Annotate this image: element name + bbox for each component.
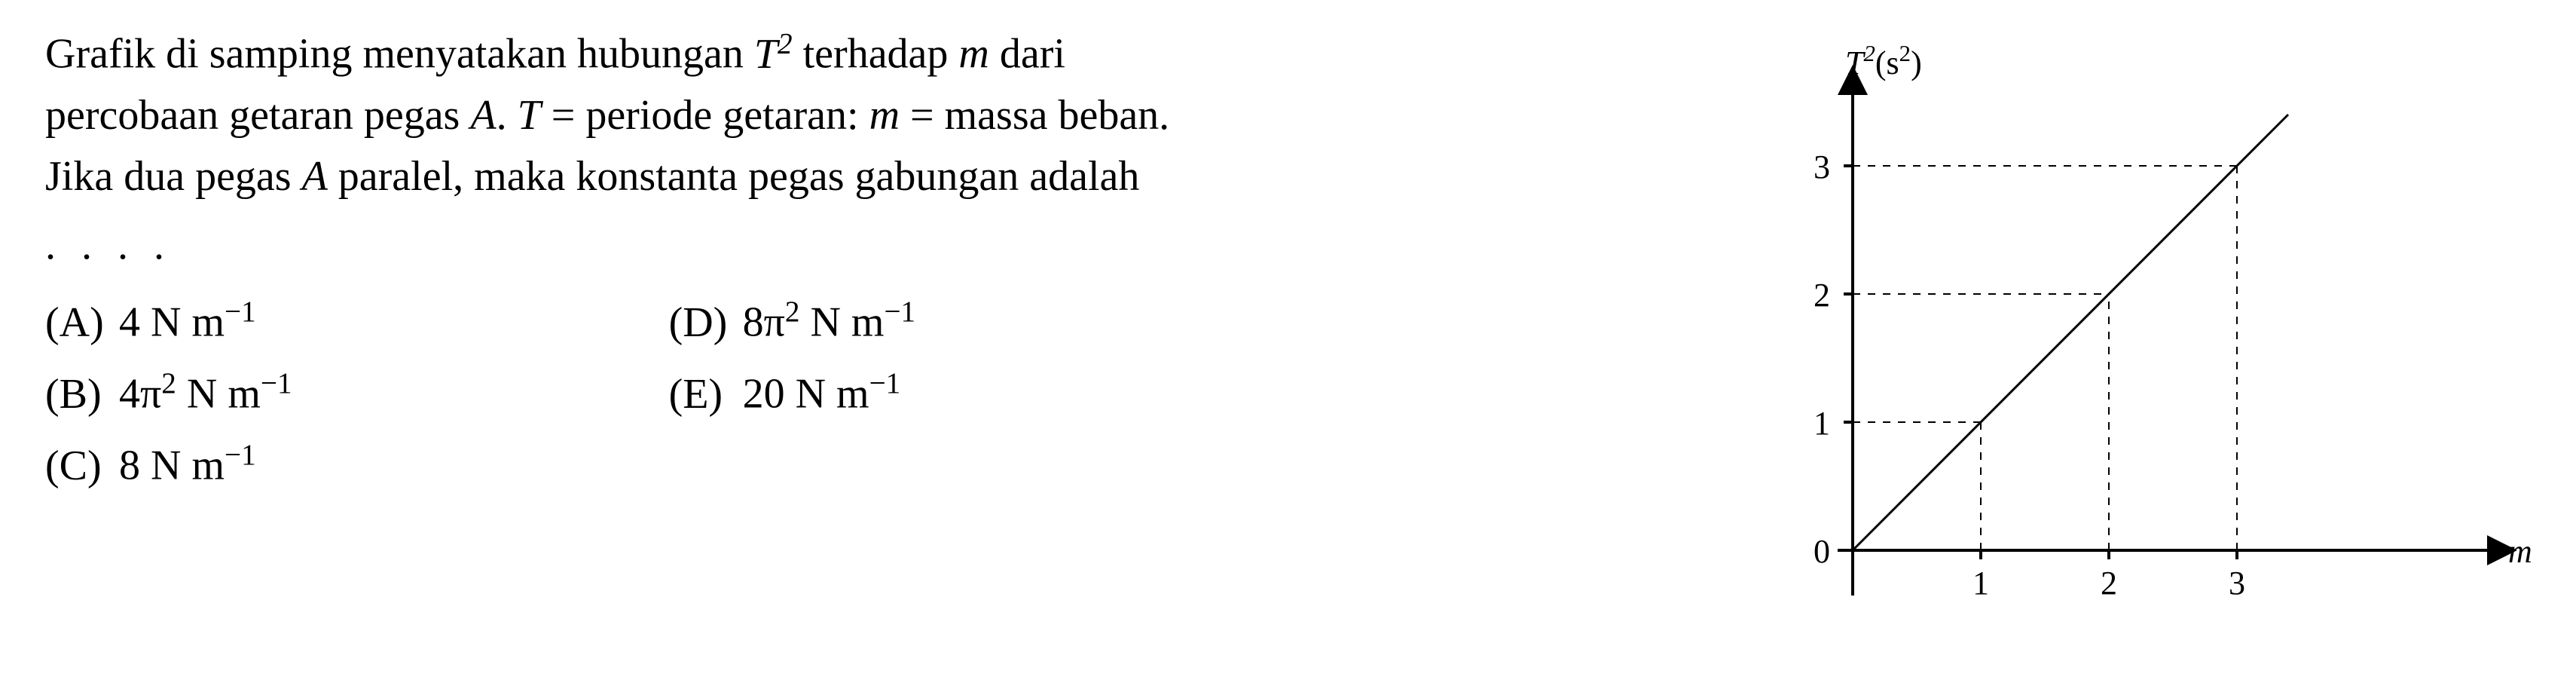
question-text: Grafik di samping menyatakan hubungan T2… — [45, 23, 1694, 207]
q-T2-T: T — [754, 31, 778, 78]
q-m2: m — [869, 92, 900, 139]
svg-text:T2(s2): T2(s2) — [1845, 41, 1922, 81]
svg-text:3: 3 — [2229, 565, 2245, 602]
q-line3-mid: paralel, maka konstanta pegas gabungan a… — [328, 153, 1140, 200]
option-c-letter: (C) — [45, 436, 105, 497]
option-e: (E) 20 N m−1 — [669, 363, 916, 425]
option-d-post: N m — [799, 299, 884, 346]
page-container: Grafik di samping menyatakan hubungan T2… — [45, 23, 2531, 626]
graph-svg: 0 1 2 3 1 2 3 T2(s2) m (kg) — [1740, 23, 2531, 626]
q-line1-pre: Grafik di samping menyatakan hubungan — [45, 31, 754, 78]
q-m: m — [958, 31, 989, 78]
option-d-pre: 8 — [743, 299, 764, 346]
options-col-right: (D) 8π2 N m−1 (E) 20 N m−1 — [669, 291, 916, 497]
option-c-sup: −1 — [225, 439, 256, 471]
q-line2-mid: . — [497, 92, 518, 139]
option-a: (A) 4 N m−1 — [45, 291, 292, 354]
q-line2-eq2: = massa beban. — [900, 92, 1169, 139]
option-d-letter: (D) — [669, 292, 729, 354]
option-b-sq: 2 — [161, 367, 176, 400]
option-e-letter: (E) — [669, 364, 729, 425]
option-b: (B) 4π2 N m−1 — [45, 363, 292, 425]
q-line2-eq: = periode getaran: — [541, 92, 869, 139]
option-b-sup: −1 — [261, 367, 292, 400]
option-c-text: 8 N m — [119, 442, 225, 489]
option-b-pi: π — [140, 371, 161, 418]
option-b-pre: 4 — [119, 371, 140, 418]
svg-text:3: 3 — [1814, 149, 1830, 185]
q-line2-pre: percobaan getaran pegas — [45, 92, 470, 139]
svg-text:2: 2 — [1814, 277, 1830, 314]
q-line1-post: dari — [989, 31, 1065, 78]
option-a-letter: (A) — [45, 292, 105, 354]
q-A: A — [470, 92, 496, 139]
q-T2-sq: 2 — [778, 27, 793, 60]
option-d-val: 8π2 N m−1 — [743, 291, 916, 354]
option-d-sq: 2 — [785, 296, 800, 328]
option-b-letter: (B) — [45, 364, 105, 425]
options-col-left: (A) 4 N m−1 (B) 4π2 N m−1 (C) 8 N m−1 — [45, 291, 292, 497]
option-b-post: N m — [176, 371, 261, 418]
q-line1-mid: terhadap — [793, 31, 959, 78]
graph: 0 1 2 3 1 2 3 T2(s2) m (kg) — [1740, 23, 2531, 626]
q-line3-pre: Jika dua pegas — [45, 153, 302, 200]
option-a-val: 4 N m−1 — [119, 291, 256, 354]
q-T: T — [518, 92, 541, 139]
option-c-val: 8 N m−1 — [119, 434, 256, 497]
option-d: (D) 8π2 N m−1 — [669, 291, 916, 354]
option-d-pi: π — [764, 299, 785, 346]
svg-text:2: 2 — [2101, 565, 2117, 602]
option-c: (C) 8 N m−1 — [45, 434, 292, 497]
svg-text:0: 0 — [1814, 533, 1830, 570]
svg-text:m (kg): m (kg) — [2508, 533, 2531, 570]
q-T2: T2 — [754, 31, 793, 78]
dots: . . . . — [45, 215, 1694, 276]
option-a-sup: −1 — [225, 296, 256, 328]
option-d-sup: −1 — [884, 296, 915, 328]
option-b-val: 4π2 N m−1 — [119, 363, 292, 425]
option-e-text: 20 N m — [743, 371, 869, 418]
option-a-text: 4 N m — [119, 299, 225, 346]
options: (A) 4 N m−1 (B) 4π2 N m−1 (C) 8 N m−1 (D… — [45, 291, 1694, 497]
svg-text:1: 1 — [1814, 405, 1830, 442]
option-e-sup: −1 — [869, 367, 901, 400]
q-A2: A — [302, 153, 328, 200]
text-block: Grafik di samping menyatakan hubungan T2… — [45, 23, 1694, 626]
option-e-val: 20 N m−1 — [743, 363, 901, 425]
svg-text:1: 1 — [1972, 565, 1989, 602]
